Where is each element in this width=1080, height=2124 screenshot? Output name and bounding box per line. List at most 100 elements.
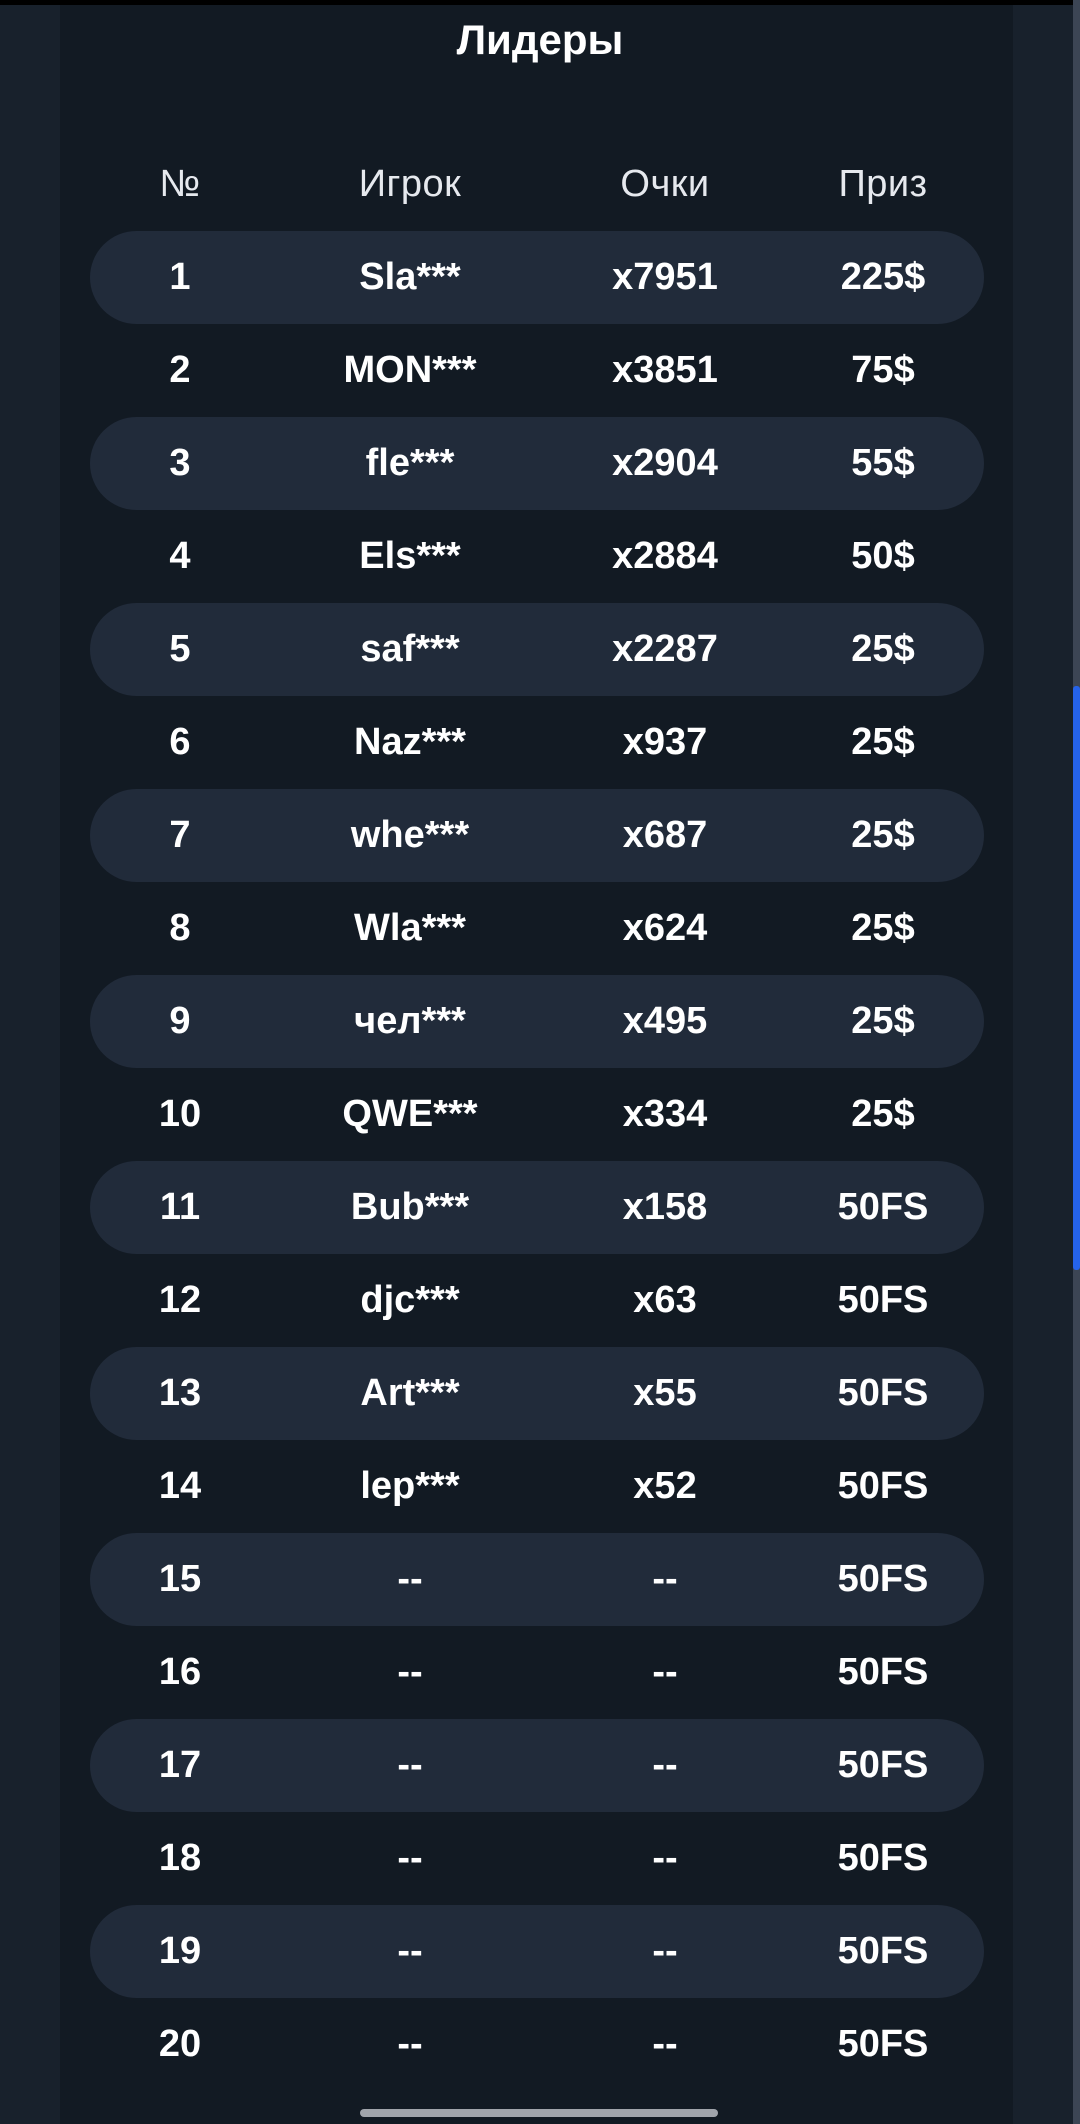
points-cell: x2904 <box>612 442 718 484</box>
header-prize: Приз <box>838 163 928 205</box>
table-row: 18 -- -- 50FS <box>90 1812 984 1905</box>
player-cell: -- <box>397 1651 423 1693</box>
table-row: 5 saf*** x2287 25$ <box>90 603 984 696</box>
points-cell: x52 <box>633 1465 697 1507</box>
points-cell: x687 <box>622 814 708 856</box>
rank-cell: 12 <box>158 1279 202 1321</box>
points-cell: x158 <box>622 1186 708 1228</box>
player-cell: Bub*** <box>350 1186 470 1228</box>
points-cell: -- <box>652 2023 678 2065</box>
table-row: 17 -- -- 50FS <box>90 1719 984 1812</box>
prize-cell: 225$ <box>840 256 926 298</box>
points-cell: -- <box>652 1558 678 1600</box>
rank-cell: 20 <box>158 2023 202 2065</box>
prize-cell: 50FS <box>837 1279 929 1321</box>
points-cell: x55 <box>633 1372 697 1414</box>
table-row: 14 lep*** x52 50FS <box>90 1440 984 1533</box>
table-row: 6 Naz*** x937 25$ <box>90 696 984 789</box>
prize-cell: 50FS <box>837 1558 929 1600</box>
rank-cell: 14 <box>158 1465 202 1507</box>
prize-cell: 50FS <box>837 1744 929 1786</box>
prize-cell: 25$ <box>851 1000 915 1042</box>
player-cell: lep*** <box>360 1465 460 1507</box>
table-header: № Игрок Очки Приз <box>90 138 984 231</box>
rank-cell: 18 <box>158 1837 202 1879</box>
rank-cell: 8 <box>169 907 191 949</box>
player-cell: djc*** <box>360 1279 460 1321</box>
points-cell: x334 <box>622 1093 708 1135</box>
rank-cell: 1 <box>169 256 191 298</box>
points-cell: x2287 <box>612 628 718 670</box>
player-cell: -- <box>397 1744 423 1786</box>
rank-cell: 16 <box>158 1651 202 1693</box>
header-player: Игрок <box>358 163 462 205</box>
player-cell: -- <box>397 2023 423 2065</box>
player-cell: Naz*** <box>354 721 466 763</box>
rank-cell: 15 <box>158 1558 202 1600</box>
rank-cell: 6 <box>169 721 191 763</box>
rank-cell: 11 <box>159 1186 201 1228</box>
rank-cell: 5 <box>169 628 191 670</box>
header-points: Очки <box>620 163 710 205</box>
points-cell: x624 <box>622 907 708 949</box>
player-cell: Els*** <box>359 535 461 577</box>
player-cell: QWE*** <box>342 1093 478 1135</box>
table-row: 15 -- -- 50FS <box>90 1533 984 1626</box>
prize-cell: 50FS <box>837 2023 929 2065</box>
table-row: 1 Sla*** x7951 225$ <box>90 231 984 324</box>
player-cell: чел*** <box>354 1000 466 1042</box>
rank-cell: 10 <box>158 1093 202 1135</box>
player-cell: Wla*** <box>354 907 466 949</box>
prize-cell: 75$ <box>851 349 915 391</box>
rank-cell: 2 <box>169 349 191 391</box>
rank-cell: 4 <box>169 535 191 577</box>
points-cell: x495 <box>622 1000 708 1042</box>
prize-cell: 25$ <box>851 721 915 763</box>
prize-cell: 50FS <box>837 1837 929 1879</box>
rank-cell: 13 <box>158 1372 202 1414</box>
points-cell: -- <box>652 1744 678 1786</box>
points-cell: -- <box>652 1930 678 1972</box>
table-row: 10 QWE*** x334 25$ <box>90 1068 984 1161</box>
player-cell: -- <box>397 1930 423 1972</box>
prize-cell: 50$ <box>851 535 915 577</box>
points-cell: -- <box>652 1837 678 1879</box>
table-row: 2 MON*** x3851 75$ <box>90 324 984 417</box>
prize-cell: 50FS <box>837 1930 929 1972</box>
home-indicator[interactable] <box>360 2109 718 2117</box>
player-cell: fle*** <box>365 442 455 484</box>
table-row: 19 -- -- 50FS <box>90 1905 984 1998</box>
table-row: 13 Art*** x55 50FS <box>90 1347 984 1440</box>
points-cell: x3851 <box>612 349 718 391</box>
rank-cell: 19 <box>158 1930 202 1972</box>
player-cell: Sla*** <box>359 256 461 298</box>
player-cell: MON*** <box>343 349 477 391</box>
scrollbar-thumb[interactable] <box>1073 686 1080 1270</box>
prize-cell: 50FS <box>837 1465 929 1507</box>
prize-cell: 50FS <box>837 1186 929 1228</box>
table-row: 20 -- -- 50FS <box>90 1998 984 2091</box>
page-title: Лидеры <box>456 16 624 63</box>
player-cell: whe*** <box>350 814 470 856</box>
table-row: 3 fle*** x2904 55$ <box>90 417 984 510</box>
prize-cell: 25$ <box>851 814 915 856</box>
player-cell: -- <box>397 1558 423 1600</box>
points-cell: x63 <box>633 1279 697 1321</box>
player-cell: saf*** <box>360 628 460 670</box>
points-cell: x7951 <box>612 256 718 298</box>
table-row: 16 -- -- 50FS <box>90 1626 984 1719</box>
rank-cell: 9 <box>169 1000 191 1042</box>
status-bar-edge <box>0 0 1080 5</box>
table-row: 7 whe*** x687 25$ <box>90 789 984 882</box>
header-rank: № <box>159 163 201 205</box>
points-cell: -- <box>652 1651 678 1693</box>
points-cell: x2884 <box>612 535 718 577</box>
table-row: 12 djc*** x63 50FS <box>90 1254 984 1347</box>
prize-cell: 50FS <box>837 1372 929 1414</box>
prize-cell: 25$ <box>851 1093 915 1135</box>
table-row: 8 Wla*** x624 25$ <box>90 882 984 975</box>
prize-cell: 55$ <box>851 442 915 484</box>
prize-cell: 25$ <box>851 907 915 949</box>
rank-cell: 17 <box>158 1744 202 1786</box>
prize-cell: 50FS <box>837 1651 929 1693</box>
